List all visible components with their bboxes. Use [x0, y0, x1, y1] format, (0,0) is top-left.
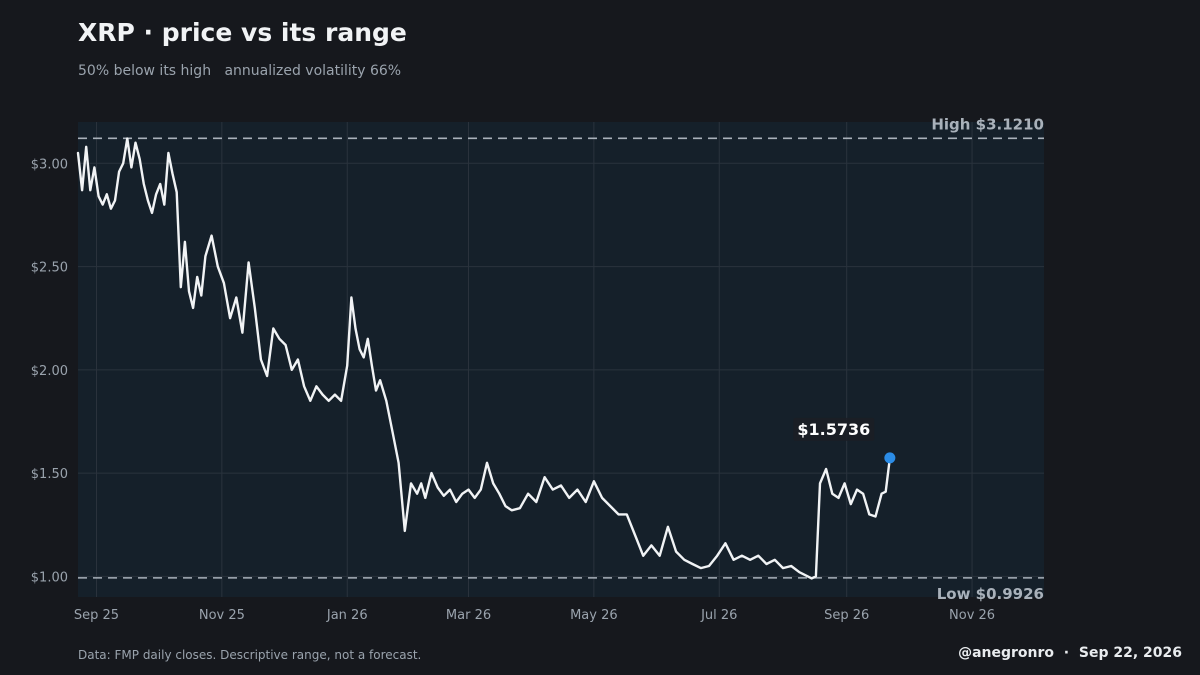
- y-tick-label: $1.50: [31, 467, 68, 482]
- x-tick-label: Mar 26: [446, 608, 491, 623]
- x-tick-label: May 26: [570, 608, 618, 623]
- range-bounds: High $3.1210 Low $0.9926: [78, 115, 1044, 603]
- x-tick-label: Jul 26: [700, 608, 737, 623]
- x-tick-label: Jan 26: [326, 608, 368, 623]
- price-line: [76, 137, 892, 580]
- x-tick-label: Nov 25: [199, 608, 245, 623]
- subtitle-below-high: 50% below its high: [78, 63, 212, 79]
- plot-area: [78, 122, 1044, 597]
- credit-date: Sep 22, 2026: [1078, 645, 1182, 661]
- x-tick-label: Nov 26: [949, 608, 995, 623]
- last-price-label-box: [793, 417, 875, 441]
- last-price-label: $1.5736: [797, 420, 870, 439]
- x-tick-label: Sep 25: [74, 608, 119, 623]
- grid: [78, 122, 1044, 597]
- axis-ticks: $1.00 $1.50 $2.00 $2.50 $3.00 Sep 25 Nov 25 Jan…: [31, 157, 995, 623]
- y-tick-label: $2.50: [31, 261, 68, 276]
- credit-handle: @anegronro: [958, 645, 1055, 661]
- credit-line: @anegronro · Sep 22, 2026: [958, 645, 1182, 661]
- y-tick-label: $3.00: [31, 157, 68, 172]
- subtitle-volatility: annualized volatility 66%: [224, 63, 402, 79]
- chart-title: XRP · price vs its range: [78, 18, 407, 47]
- last-price-marker-group: $1.5736: [793, 417, 896, 464]
- price-chart: $1.00 $1.50 $2.00 $2.50 $3.00 Sep 25 Nov 25 Jan…: [31, 115, 1044, 623]
- data-source-footnote: Data: FMP daily closes. Descriptive rang…: [78, 648, 422, 662]
- price-series: [76, 137, 892, 580]
- x-tick-label: Sep 26: [824, 608, 869, 623]
- chart-subtitle: 50% below its high annualized volatility…: [78, 63, 401, 79]
- high-label: High $3.1210: [931, 115, 1044, 133]
- low-label: Low $0.9926: [937, 585, 1044, 603]
- credit-separator: ·: [1063, 645, 1070, 661]
- y-tick-label: $2.00: [31, 364, 68, 379]
- last-price-marker: [884, 452, 896, 464]
- y-tick-label: $1.00: [31, 570, 68, 585]
